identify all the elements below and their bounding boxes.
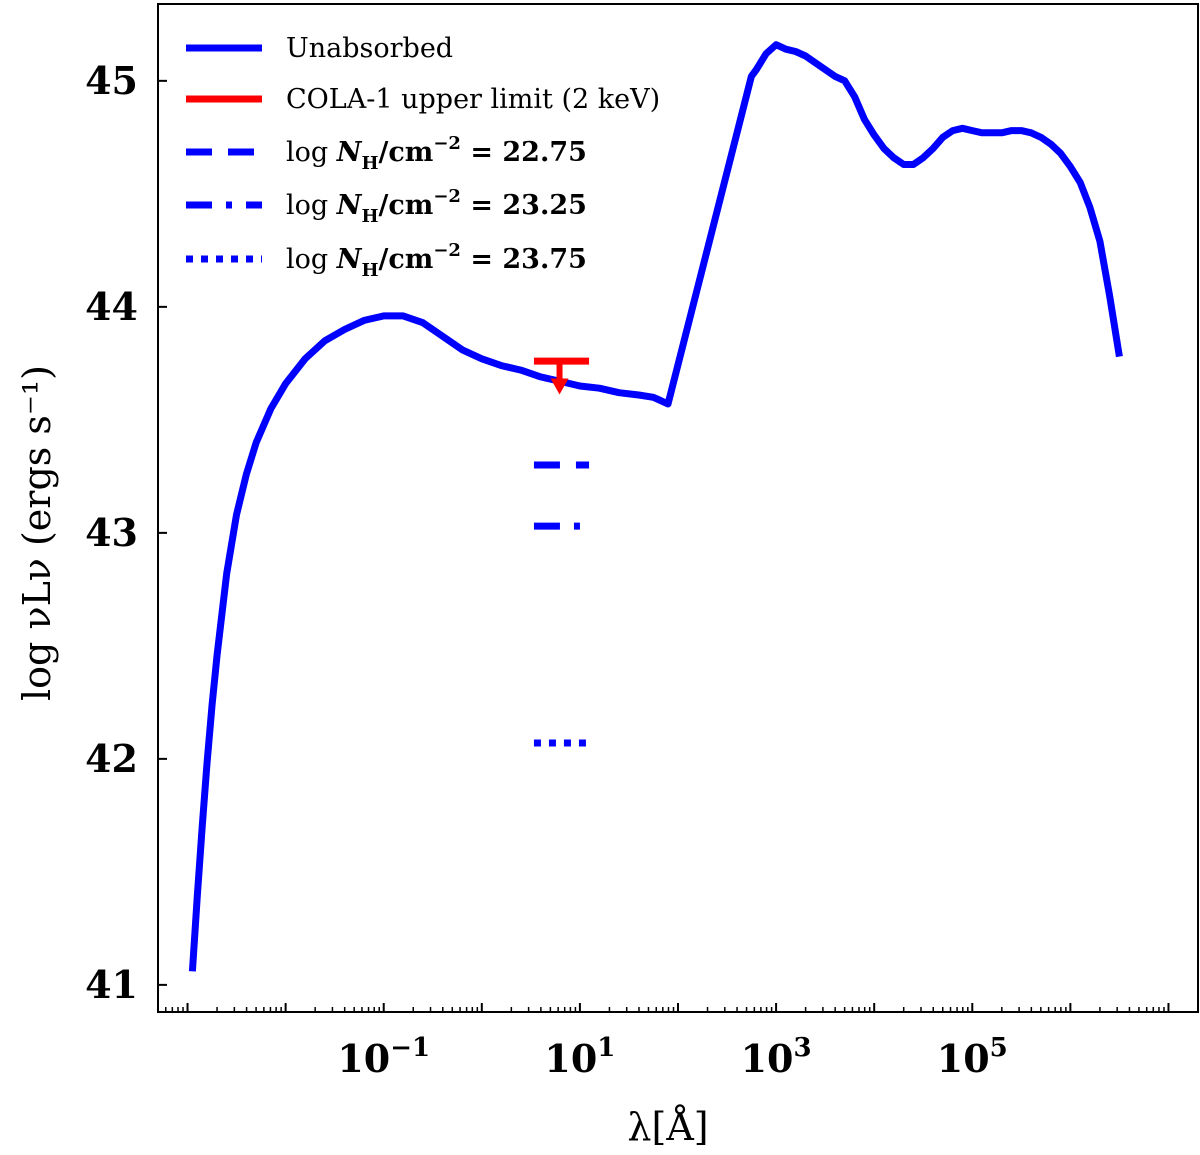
x-tick-label: 103 bbox=[741, 1033, 812, 1081]
y-tick-label: 45 bbox=[85, 58, 138, 103]
y-tick-label: 41 bbox=[85, 962, 138, 1007]
plot-layer bbox=[188, 41, 1123, 972]
legend-label: COLA-1 upper limit (2 keV) bbox=[286, 84, 660, 115]
series-line-0 bbox=[188, 41, 1123, 972]
legend-label: Unabsorbed bbox=[286, 33, 453, 64]
x-tick-label: 105 bbox=[937, 1033, 1008, 1081]
y-tick-label: 43 bbox=[85, 510, 138, 555]
legend-label: log NH/cm−2 = 23.25 bbox=[286, 186, 587, 227]
y-axis-label: log νLν (ergs s⁻¹) bbox=[15, 365, 59, 701]
y-tick-label: 42 bbox=[85, 736, 138, 781]
y-tick-label: 44 bbox=[85, 284, 138, 329]
x-tick-label: 101 bbox=[544, 1033, 615, 1081]
x-axis-label: λ[Å] bbox=[627, 1105, 708, 1149]
x-tick-label: 10−1 bbox=[337, 1033, 430, 1081]
legend-label: log NH/cm−2 = 23.75 bbox=[286, 240, 587, 281]
axis-layer: 41 42 43 44 45 10−1 101 103 105 bbox=[85, 3, 1199, 1081]
legend-layer: Unabsorbed COLA-1 upper limit (2 keV) log … bbox=[186, 33, 660, 281]
label-layer: λ[Å] log νLν (ergs s⁻¹) bbox=[15, 365, 709, 1149]
upper-limit-arrow bbox=[550, 378, 569, 395]
legend-label: log NH/cm−2 = 22.75 bbox=[286, 133, 587, 174]
